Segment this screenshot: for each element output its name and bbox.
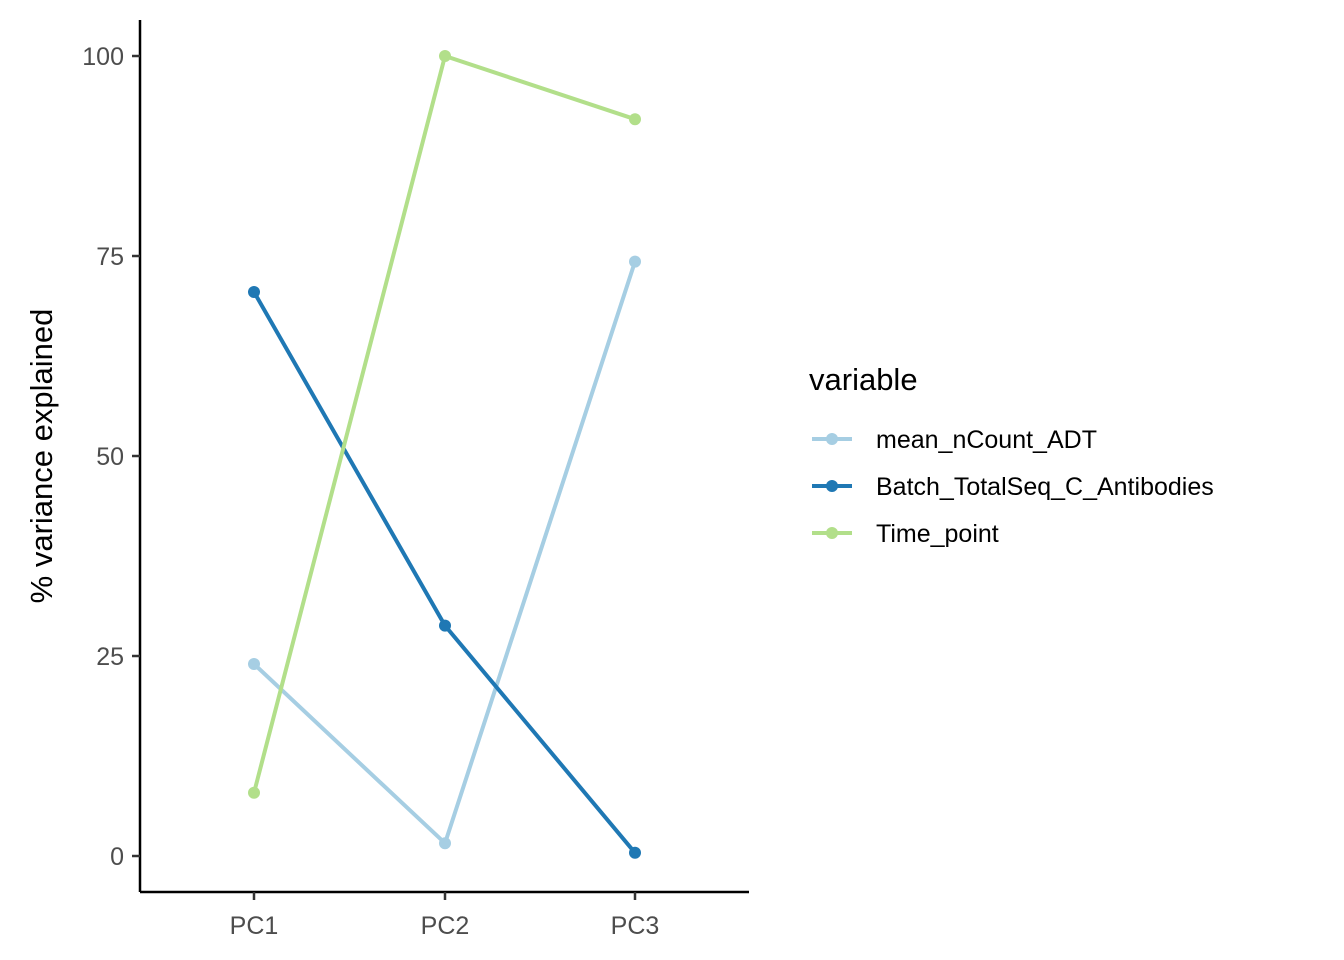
y-tick-label: 100 <box>82 43 124 71</box>
series-mean_nCount_ADT <box>248 255 641 850</box>
series-Time_point <box>248 50 641 799</box>
x-tick-label: PC2 <box>421 912 470 940</box>
legend-key-point <box>826 480 838 492</box>
legend-title: variable <box>809 362 918 397</box>
data-point <box>629 255 641 268</box>
y-tick-label: 50 <box>96 443 124 471</box>
data-point <box>439 619 451 632</box>
y-tick-label: 0 <box>110 843 124 871</box>
legend-label: Time_point <box>876 520 999 548</box>
legend-key-point <box>826 527 838 539</box>
series-layer <box>248 50 641 859</box>
legend-item: mean_nCount_ADT <box>812 426 1097 454</box>
data-point <box>248 786 260 799</box>
y-axis-title: % variance explained <box>24 309 59 604</box>
series-line <box>252 260 637 846</box>
x-tick-label: PC3 <box>611 912 660 940</box>
legend-label: Batch_TotalSeq_C_Antibodies <box>876 473 1214 501</box>
legend-item: Batch_TotalSeq_C_Antibodies <box>812 473 1214 501</box>
x-axis-ticks: PC1 PC2 PC3 <box>230 892 660 940</box>
series-Batch_TotalSeq_C_Antibodies <box>248 286 641 859</box>
legend-key-point <box>826 433 838 445</box>
series-line <box>252 54 636 794</box>
legend-label: mean_nCount_ADT <box>876 426 1097 454</box>
data-point <box>248 286 260 298</box>
legend: variable mean_nCount_ADT Batch_TotalSeq_C… <box>809 362 1214 548</box>
data-point <box>629 846 641 859</box>
x-tick-label: PC1 <box>230 912 279 940</box>
data-point <box>439 50 451 62</box>
y-axis-ticks: 0 25 50 75 100 <box>82 43 140 871</box>
data-point <box>629 113 641 126</box>
y-tick-label: 75 <box>96 243 124 271</box>
data-point <box>248 658 260 670</box>
y-tick-label: 25 <box>96 643 124 671</box>
data-point <box>439 837 451 850</box>
legend-item: Time_point <box>812 520 999 548</box>
